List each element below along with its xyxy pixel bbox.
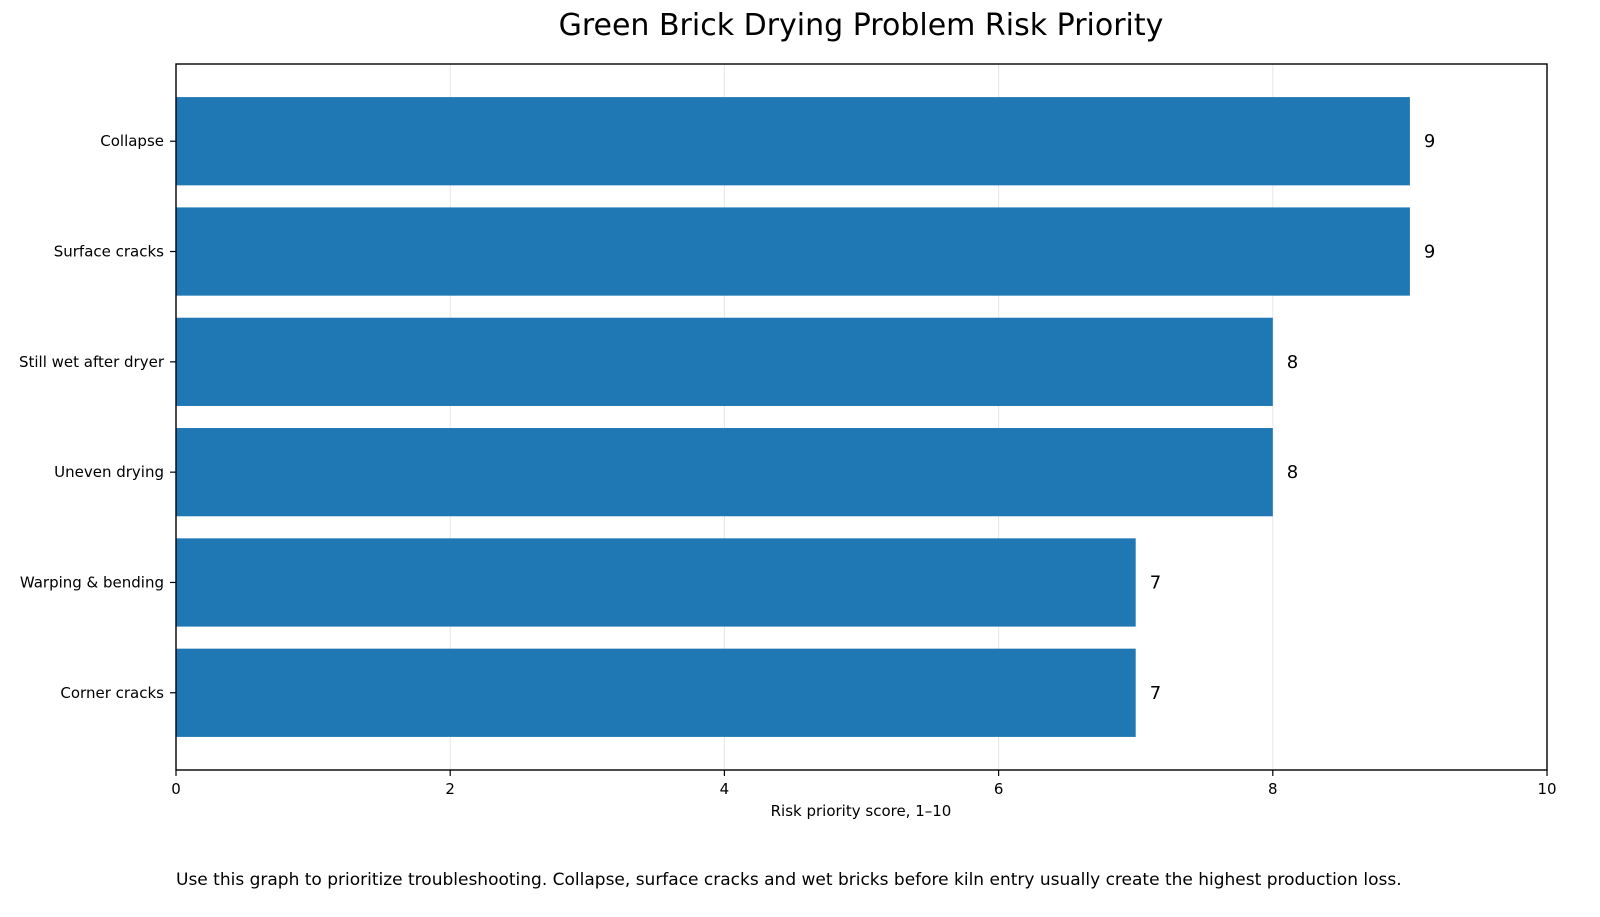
y-axis: Collapse Surface cracks Still wet after dr…: [19, 132, 176, 702]
chart-caption: Use this graph to prioritize troubleshoo…: [176, 870, 1402, 890]
bar-value-label: 7: [1150, 683, 1161, 704]
y-tick-label: Warping & bending: [20, 573, 164, 591]
x-tick-label: 10: [1537, 780, 1556, 798]
bar-value-label: 9: [1424, 131, 1435, 152]
bar-value-label: 9: [1424, 242, 1435, 263]
chart-title: Green Brick Drying Problem Risk Priority: [559, 8, 1164, 43]
y-tick-label: Collapse: [100, 132, 164, 150]
plot-area-frame: [175, 63, 1548, 771]
y-tick-label: Surface cracks: [54, 243, 164, 261]
bar: [176, 317, 1273, 406]
bar: [176, 538, 1136, 627]
bar: [176, 428, 1273, 517]
x-tick-label: 4: [720, 780, 730, 798]
y-tick-label: Still wet after dryer: [19, 353, 165, 371]
bar-value-label: 7: [1150, 572, 1161, 593]
x-axis-label: Risk priority score, 1–10: [771, 802, 952, 820]
bar: [176, 648, 1136, 737]
bar: [176, 97, 1410, 186]
y-tick-label: Uneven drying: [54, 463, 164, 481]
x-tick-label: 2: [445, 780, 455, 798]
x-axis: 0 2 4 6 8 10: [171, 770, 1557, 798]
x-tick-label: 8: [1268, 780, 1278, 798]
bar-value-label: 8: [1287, 352, 1298, 373]
x-tick-label: 6: [994, 780, 1004, 798]
bar: [176, 207, 1410, 296]
bars: [176, 97, 1410, 737]
bar-value-label: 8: [1287, 462, 1298, 483]
x-tick-label: 0: [171, 780, 181, 798]
y-tick-label: Corner cracks: [60, 684, 164, 702]
value-labels: 9 9 8 8 7 7: [1150, 131, 1436, 704]
